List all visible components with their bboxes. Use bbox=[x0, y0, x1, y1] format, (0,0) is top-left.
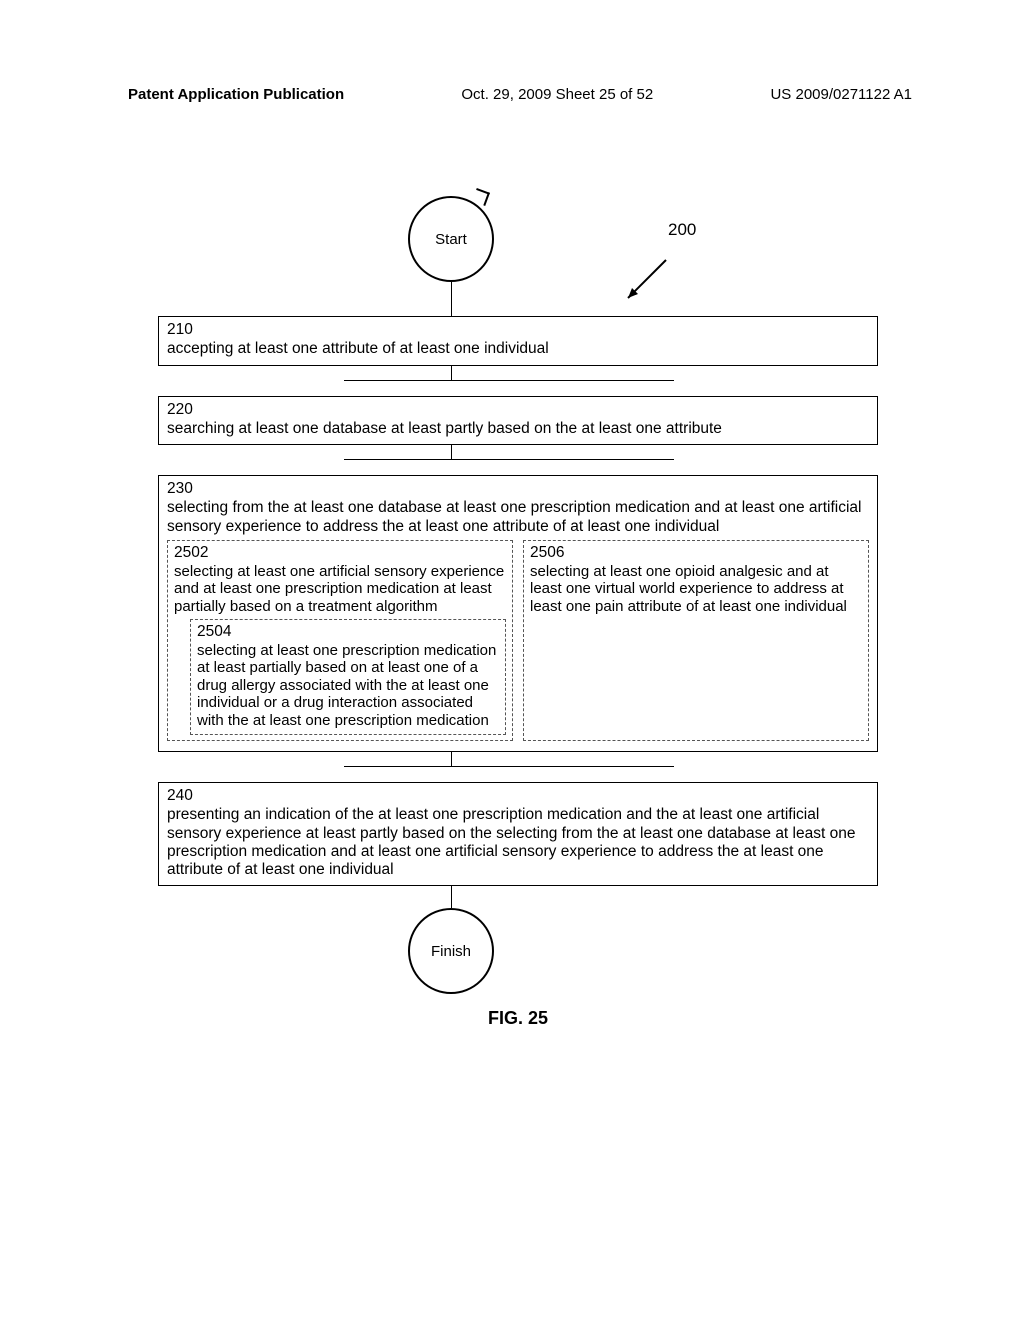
box-230-num: 230 bbox=[167, 480, 869, 498]
finish-label: Finish bbox=[431, 943, 471, 960]
box-210-num: 210 bbox=[167, 321, 869, 339]
connector-220-230 bbox=[158, 445, 878, 475]
box-220: 220 searching at least one database at l… bbox=[158, 396, 878, 446]
connector-hline bbox=[344, 380, 674, 381]
page-header: Patent Application Publication Oct. 29, … bbox=[0, 86, 1024, 103]
box-230-text: selecting from the at least one database… bbox=[167, 499, 861, 534]
sub-2502-text: selecting at least one artificial sensor… bbox=[174, 563, 504, 615]
figure-label: FIG. 25 bbox=[158, 1008, 878, 1029]
box-210: 210 accepting at least one attribute of … bbox=[158, 316, 878, 366]
box-240: 240 presenting an indication of the at l… bbox=[158, 782, 878, 886]
box-240-num: 240 bbox=[167, 787, 869, 805]
start-region: Start 200 bbox=[158, 196, 878, 316]
ref-arrow-icon bbox=[618, 252, 678, 317]
sub-2506: 2506 selecting at least one opioid analg… bbox=[523, 540, 869, 741]
connector-line bbox=[451, 886, 452, 908]
connector-line bbox=[451, 282, 452, 316]
box-230: 230 selecting from the at least one data… bbox=[158, 475, 878, 752]
box-230-col-left: 2502 selecting at least one artificial s… bbox=[167, 540, 513, 741]
connector-vline bbox=[451, 752, 452, 766]
connector-210-220 bbox=[158, 366, 878, 396]
sub-2502-num: 2502 bbox=[174, 544, 506, 562]
sub-2502: 2502 selecting at least one artificial s… bbox=[167, 540, 513, 741]
finish-region: Finish bbox=[158, 886, 878, 996]
box-220-text: searching at least one database at least… bbox=[167, 420, 722, 437]
header-left: Patent Application Publication bbox=[128, 86, 344, 103]
box-220-num: 220 bbox=[167, 401, 869, 419]
flowchart-diagram: Start 200 210 accepting at least one att… bbox=[158, 196, 878, 1029]
sub-2504-num: 2504 bbox=[197, 623, 499, 641]
box-240-text: presenting an indication of the at least… bbox=[167, 806, 855, 878]
sub-2506-num: 2506 bbox=[530, 544, 862, 562]
box-230-col-right: 2506 selecting at least one opioid analg… bbox=[523, 540, 869, 741]
sub-2504-text: selecting at least one prescription medi… bbox=[197, 642, 496, 729]
finish-node: Finish bbox=[408, 908, 494, 994]
header-right: US 2009/0271122 A1 bbox=[770, 86, 912, 103]
connector-vline bbox=[451, 445, 452, 459]
header-center: Oct. 29, 2009 Sheet 25 of 52 bbox=[461, 86, 653, 103]
connector-vline bbox=[451, 366, 452, 380]
sub-2504: 2504 selecting at least one prescription… bbox=[190, 619, 506, 735]
connector-hline bbox=[344, 766, 674, 767]
sub-2506-text: selecting at least one opioid analgesic … bbox=[530, 563, 847, 615]
connector-hline bbox=[344, 459, 674, 460]
box-230-subcolumns: 2502 selecting at least one artificial s… bbox=[167, 540, 869, 741]
connector-230-240 bbox=[158, 752, 878, 782]
start-node: Start bbox=[408, 196, 494, 282]
ref-label-200: 200 bbox=[668, 220, 696, 240]
start-label: Start bbox=[435, 231, 467, 248]
box-210-text: accepting at least one attribute of at l… bbox=[167, 340, 549, 357]
